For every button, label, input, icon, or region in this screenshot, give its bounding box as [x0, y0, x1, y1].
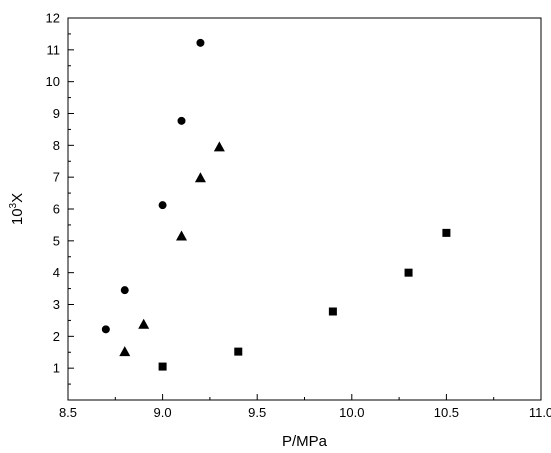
- data-point-circle: [177, 116, 186, 125]
- x-tick-label: 8.5: [59, 405, 77, 420]
- y-tick-label: 11: [47, 42, 61, 57]
- x-tick-label: 11.0: [529, 405, 551, 420]
- x-tick-label: 10.5: [434, 405, 459, 420]
- y-tick-label: 5: [53, 233, 60, 248]
- plot-frame: [67, 17, 542, 401]
- data-point-triangle: [176, 230, 188, 241]
- y-tick-label: 12: [46, 11, 60, 26]
- data-point-square: [328, 307, 337, 316]
- y-tick-label: 9: [53, 106, 60, 121]
- axis-ticks: [67, 17, 542, 401]
- data-point-square: [158, 362, 167, 371]
- y-tick-label: 3: [53, 297, 60, 312]
- y-tick-label: 2: [53, 329, 60, 344]
- x-tick-label: 9.0: [154, 405, 172, 420]
- y-axis-title-superscript: 3: [8, 202, 19, 208]
- y-tick-label: 10: [46, 74, 60, 89]
- y-tick-label: 1: [53, 361, 60, 376]
- data-point-triangle: [119, 346, 131, 357]
- data-point-square: [404, 268, 413, 277]
- x-axis-title: P/MPa: [282, 433, 328, 450]
- data-point-triangle: [194, 172, 206, 183]
- y-tick-label: 4: [53, 265, 60, 280]
- data-point-square: [442, 228, 451, 237]
- x-tick-label: 9.5: [248, 405, 266, 420]
- y-tick-label: 6: [53, 202, 60, 217]
- data-point-circle: [120, 286, 129, 295]
- plot-area-border: [67, 17, 542, 401]
- y-axis-title: 103X: [8, 193, 26, 225]
- data-point-circle: [101, 325, 110, 334]
- data-point-circle: [158, 201, 167, 210]
- y-tick-label: 7: [53, 170, 60, 185]
- data-point-circle: [196, 38, 205, 47]
- x-tick-label: 10.0: [339, 405, 364, 420]
- data-point-square: [234, 347, 243, 356]
- data-point-triangle: [138, 318, 150, 329]
- data-points: [101, 38, 451, 371]
- data-point-triangle: [213, 141, 225, 152]
- y-axis-title-base: 10: [9, 208, 26, 225]
- y-tick-label: 8: [53, 138, 60, 153]
- y-axis-title-suffix: X: [9, 193, 26, 203]
